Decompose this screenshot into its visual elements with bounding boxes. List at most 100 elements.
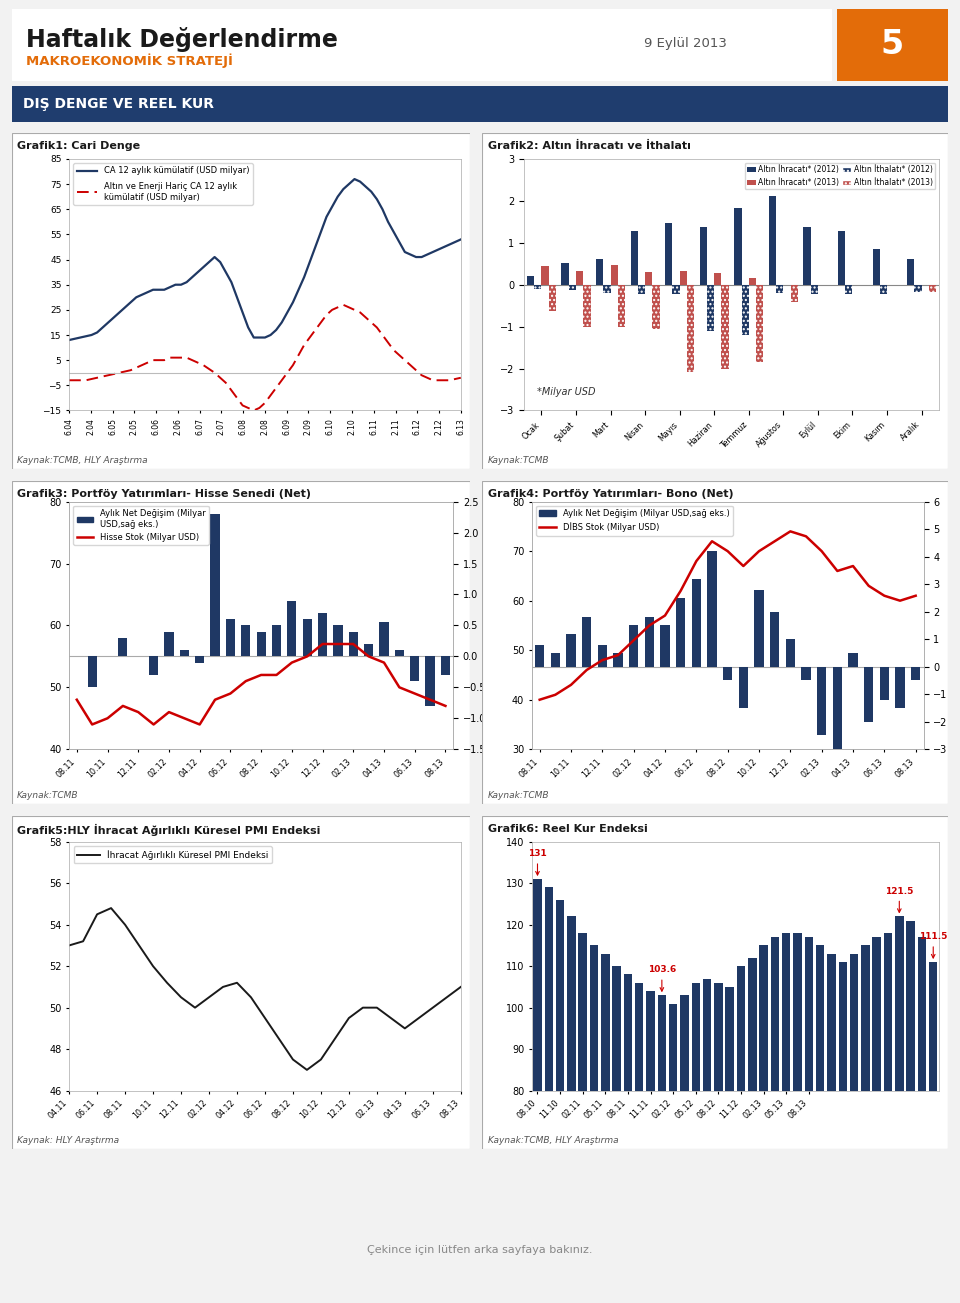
Bar	[241, 625, 251, 657]
Bar	[601, 954, 610, 1303]
Bar	[646, 992, 655, 1303]
Text: Kaynak:TCMB: Kaynak:TCMB	[488, 791, 549, 800]
Bar	[810, 284, 818, 294]
Bar	[562, 263, 568, 284]
FancyBboxPatch shape	[12, 816, 470, 1149]
Bar	[907, 259, 914, 284]
Bar	[714, 982, 723, 1303]
Bar	[302, 619, 312, 657]
Legend: CA 12 aylık kümülatif (USD milyar), Altın ve Enerji Hariç CA 12 aylık
kümülatif : CA 12 aylık kümülatif (USD milyar), Altı…	[73, 163, 252, 205]
Bar	[333, 625, 343, 657]
Text: 121.5: 121.5	[885, 886, 914, 912]
Bar	[598, 645, 607, 667]
Text: Grafik2: Altın İhracatı ve İthalatı: Grafik2: Altın İhracatı ve İthalatı	[488, 141, 690, 151]
Bar	[567, 916, 576, 1303]
Bar	[535, 645, 544, 667]
Bar	[769, 195, 776, 284]
Bar	[873, 937, 881, 1303]
Text: Kaynak:TCMB, HLY Araştırma: Kaynak:TCMB, HLY Araştırma	[488, 1136, 618, 1145]
Bar	[687, 284, 694, 371]
Bar	[566, 633, 576, 667]
FancyBboxPatch shape	[482, 133, 948, 469]
Text: MAKROEKONOMİK STRATEJİ: MAKROEKONOMİK STRATEJİ	[26, 53, 233, 68]
FancyBboxPatch shape	[12, 481, 470, 804]
Bar	[691, 982, 700, 1303]
Text: *Milyar USD: *Milyar USD	[537, 387, 595, 397]
Bar	[579, 933, 587, 1303]
Text: Haftalık Değerlendirme: Haftalık Değerlendirme	[26, 27, 338, 52]
Bar	[722, 284, 729, 369]
Bar	[534, 284, 541, 289]
Bar	[653, 284, 660, 328]
Text: 5: 5	[880, 29, 904, 61]
Bar	[556, 900, 564, 1303]
Bar	[736, 967, 745, 1303]
Bar	[793, 933, 802, 1303]
Legend: Aylık Net Değişim (Milyar
USD,sağ eks.), Hisse Stok (Milyar USD): Aylık Net Değişim (Milyar USD,sağ eks.),…	[73, 506, 209, 545]
Bar	[669, 1003, 678, 1303]
Bar	[660, 625, 670, 667]
Bar	[631, 231, 637, 284]
Bar	[118, 637, 128, 657]
Bar	[364, 644, 373, 657]
Bar	[629, 625, 638, 667]
Bar	[804, 227, 810, 284]
Bar	[873, 249, 879, 284]
Bar	[568, 284, 576, 289]
Bar	[738, 667, 748, 708]
Bar	[879, 667, 889, 700]
Bar	[759, 946, 768, 1303]
Text: Grafik4: Portföy Yatırımları- Bono (Net): Grafik4: Portföy Yatırımları- Bono (Net)	[488, 489, 733, 499]
Bar	[256, 632, 266, 657]
Bar	[544, 887, 553, 1303]
Bar	[541, 266, 549, 284]
Bar	[748, 958, 756, 1303]
Legend: İhracat Ağırlıklı Küresel PMI Endeksi: İhracat Ağırlıklı Küresel PMI Endeksi	[74, 846, 272, 864]
Bar	[624, 975, 633, 1303]
Text: Kaynak:TCMB: Kaynak:TCMB	[488, 456, 549, 465]
Bar	[838, 231, 845, 284]
Bar	[87, 657, 97, 688]
FancyBboxPatch shape	[482, 816, 948, 1149]
Bar	[817, 667, 827, 735]
Bar	[929, 284, 936, 292]
Bar	[379, 623, 389, 657]
Bar	[895, 916, 903, 1303]
Bar	[635, 982, 643, 1303]
Bar	[884, 933, 892, 1303]
Bar	[804, 937, 813, 1303]
Bar	[676, 598, 685, 667]
Bar	[708, 551, 717, 667]
Text: Kaynak:TCMB: Kaynak:TCMB	[17, 791, 79, 800]
Bar	[707, 284, 714, 331]
Bar	[681, 995, 688, 1303]
FancyBboxPatch shape	[12, 133, 470, 469]
Text: 9 Eylül 2013: 9 Eylül 2013	[643, 36, 727, 50]
Bar	[770, 611, 780, 667]
Bar	[749, 279, 756, 284]
Bar	[723, 667, 732, 680]
Bar	[832, 667, 842, 749]
Bar	[785, 640, 795, 667]
Bar	[861, 946, 870, 1303]
Bar	[611, 265, 618, 284]
Bar	[645, 618, 654, 667]
FancyBboxPatch shape	[12, 86, 948, 122]
Bar	[272, 625, 281, 657]
Bar	[613, 653, 623, 667]
Bar	[906, 920, 915, 1303]
Text: 131: 131	[528, 850, 547, 876]
Bar	[802, 667, 810, 680]
Bar	[348, 632, 358, 657]
Bar	[612, 967, 621, 1303]
Bar	[226, 619, 235, 657]
Bar	[756, 284, 763, 362]
Bar	[658, 995, 666, 1303]
Bar	[918, 937, 926, 1303]
Bar	[864, 667, 874, 722]
Bar	[318, 614, 327, 657]
Text: Grafik1: Cari Denge: Grafik1: Cari Denge	[17, 141, 140, 151]
Bar	[828, 954, 836, 1303]
Bar	[755, 590, 764, 667]
Bar	[210, 513, 220, 657]
